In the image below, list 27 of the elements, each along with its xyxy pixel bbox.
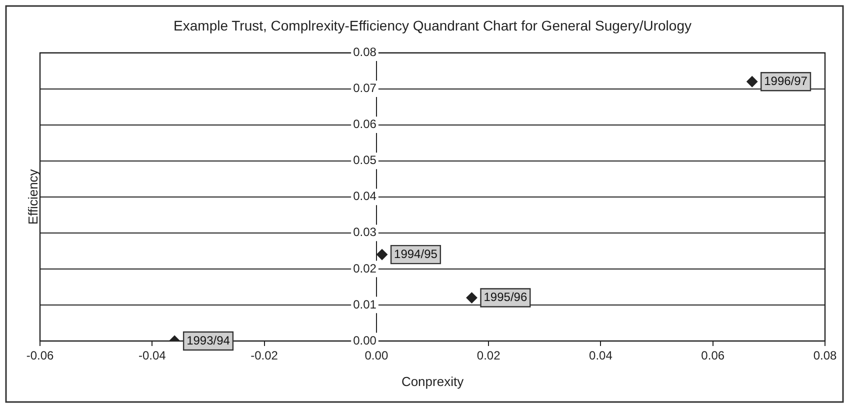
chart-title: Example Trust, Complrexity-Efficiency Quandrant Chart for General Sugery/Urology (174, 17, 692, 34)
annotation: 1995/96 (484, 290, 528, 304)
y-tick-label: 0.00 (353, 333, 377, 348)
y-tick-label: 0.04 (353, 189, 377, 204)
y-tick-label: 0.01 (353, 297, 377, 312)
x-tick-label: -0.04 (138, 348, 166, 363)
point (746, 76, 758, 88)
y-tick-label: 0.07 (353, 81, 377, 96)
y-tick-label: 0.02 (353, 261, 377, 276)
x-tick-label: 0.02 (476, 348, 501, 363)
x-tick-label: -0.06 (26, 348, 54, 363)
annotation: 1993/94 (186, 333, 230, 348)
x-tick-label: 0.00 (364, 348, 388, 363)
point (376, 249, 388, 260)
point (466, 292, 478, 304)
y-tick-label: 0.05 (353, 153, 377, 168)
annotation: 1994/95 (394, 246, 438, 261)
y-tick-label: 0.06 (353, 117, 377, 132)
x-tick-label: 0.06 (701, 348, 725, 363)
y-tick-label: 0.03 (353, 225, 377, 240)
annotation: 1996/97 (764, 74, 808, 88)
x-tick-label: -0.02 (250, 348, 278, 363)
x-axis-title: Conprexity (401, 374, 464, 389)
x-tick-label: 0.04 (589, 348, 613, 363)
y-axis-title: Efficiency (26, 168, 41, 225)
y-tick-label: 0.08 (353, 45, 377, 60)
x-tick-label: 0.08 (813, 348, 837, 363)
